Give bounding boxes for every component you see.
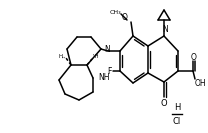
- Text: O: O: [191, 53, 197, 61]
- Text: O: O: [161, 99, 167, 109]
- Text: H: H: [174, 103, 180, 111]
- Text: N: N: [104, 45, 110, 53]
- Text: '​H: '​H: [93, 55, 99, 59]
- Text: O: O: [122, 14, 128, 22]
- Text: Cl: Cl: [173, 117, 181, 126]
- Text: H,,: H,,: [58, 53, 66, 59]
- Text: N: N: [162, 25, 168, 34]
- Text: F: F: [107, 66, 111, 76]
- Text: CH₃: CH₃: [109, 9, 121, 14]
- Text: OH: OH: [194, 80, 206, 88]
- Text: NH: NH: [98, 74, 109, 82]
